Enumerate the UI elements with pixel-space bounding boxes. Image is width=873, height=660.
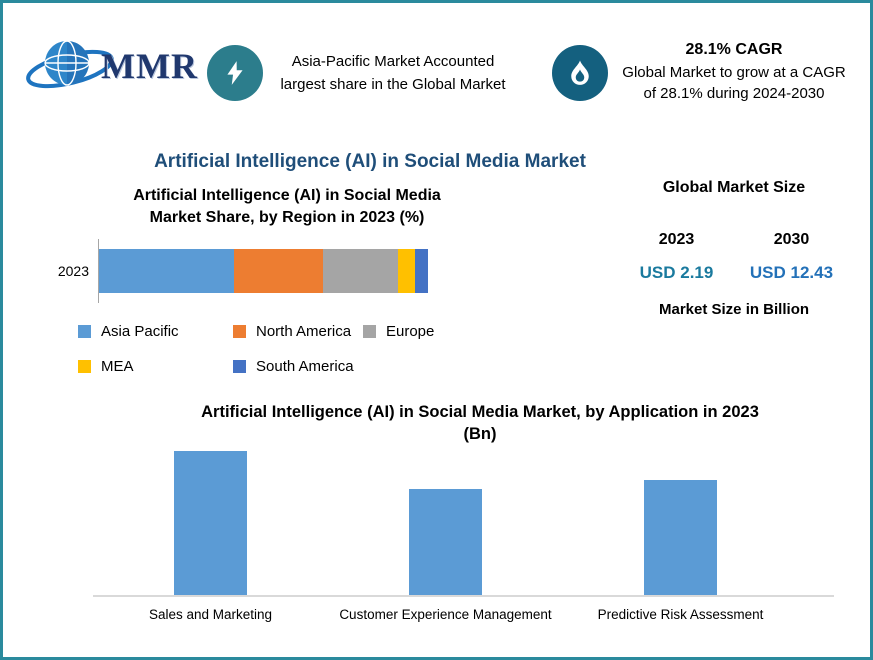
market-size-values-row: USD 2.19 USD 12.43 xyxy=(619,263,849,283)
region-chart-axis xyxy=(98,239,99,303)
highlight2-block: 28.1% CAGR Global Market to grow at a CA… xyxy=(615,41,853,104)
legend-label: North America xyxy=(256,323,352,340)
application-bar-label: Customer Experience Management xyxy=(339,607,552,622)
legend-item: MEA xyxy=(78,358,233,375)
highlight-lightning-badge xyxy=(207,45,263,101)
market-size-value: USD 2.19 xyxy=(639,263,714,282)
region-segment-north-america xyxy=(233,249,323,293)
application-bar-label: Predictive Risk Assessment xyxy=(597,607,764,622)
application-chart-title: Artificial Intelligence (AI) in Social M… xyxy=(201,403,759,444)
region-segment-mea xyxy=(398,249,415,293)
cagr-text: Global Market to grow at a CAGR of 28.1%… xyxy=(622,64,846,102)
legend-label: South America xyxy=(256,358,354,375)
legend-swatch xyxy=(78,360,91,373)
highlight1-text: Asia-Pacific Market Accounted largest sh… xyxy=(280,53,506,94)
logo-text: MMR xyxy=(101,46,198,86)
legend-swatch xyxy=(233,360,246,373)
legend-item: Asia Pacific xyxy=(78,323,233,340)
market-size-years-row: 2023 2030 xyxy=(619,231,849,249)
region-segment-asia-pacific xyxy=(99,249,234,293)
legend-item: North America xyxy=(233,323,363,340)
mmr-logo: MMR xyxy=(25,29,205,101)
legend-label: Asia Pacific xyxy=(101,323,179,340)
globe-icon xyxy=(26,40,114,89)
legend-swatch xyxy=(363,325,376,338)
global-market-size-title: Global Market Size xyxy=(662,179,806,196)
region-segment-south-america xyxy=(414,249,428,293)
lightning-icon xyxy=(227,61,243,85)
application-bar-label: Sales and Marketing xyxy=(148,607,273,622)
application-bar xyxy=(174,451,247,595)
legend-swatch xyxy=(78,325,91,338)
legend-label: MEA xyxy=(101,358,134,375)
legend-item: South America xyxy=(233,358,363,375)
page-title: Artificial Intelligence (AI) in Social M… xyxy=(154,151,586,172)
cagr-title: 28.1% CAGR xyxy=(685,41,783,58)
region-category-label: 2023 xyxy=(57,263,89,279)
application-plot xyxy=(93,435,834,597)
bar-column xyxy=(328,435,563,595)
legend-label: Europe xyxy=(386,323,435,340)
region-legend: Asia Pacific North America Europe MEA South … xyxy=(78,323,508,375)
flame-icon xyxy=(571,60,589,85)
legend-item: Europe xyxy=(363,323,508,340)
application-bar xyxy=(644,480,717,595)
application-labels: Sales and Marketing Customer Experience M… xyxy=(93,607,834,622)
legend-swatch xyxy=(233,325,246,338)
market-size-year: 2023 xyxy=(658,231,695,248)
region-segment-europe xyxy=(322,249,399,293)
application-bar xyxy=(409,489,482,595)
region-stacked-bar xyxy=(99,249,428,293)
market-size-year: 2030 xyxy=(773,231,810,248)
bar-column xyxy=(563,435,798,595)
region-chart-title: Artificial Intelligence (AI) in Social M… xyxy=(133,187,441,226)
bar-column xyxy=(93,435,328,595)
market-size-note: Market Size in Billion xyxy=(658,301,810,318)
market-size-value: USD 12.43 xyxy=(749,263,834,282)
highlight-flame-badge xyxy=(552,45,608,101)
